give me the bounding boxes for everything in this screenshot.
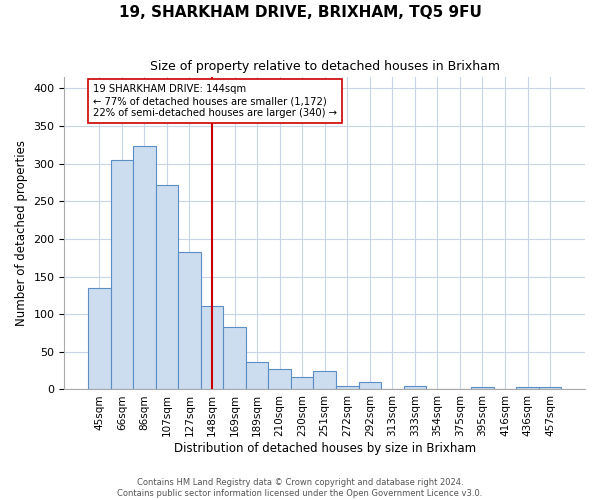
Bar [110,160,133,390]
Title: Size of property relative to detached houses in Brixham: Size of property relative to detached ho… [150,60,500,73]
Bar [539,387,562,390]
Bar [246,362,268,390]
Bar [359,382,381,390]
Text: 19, SHARKHAM DRIVE, BRIXHAM, TQ5 9FU: 19, SHARKHAM DRIVE, BRIXHAM, TQ5 9FU [119,5,481,20]
Bar [404,386,426,390]
Text: Contains HM Land Registry data © Crown copyright and database right 2024.
Contai: Contains HM Land Registry data © Crown c… [118,478,482,498]
Bar [313,370,336,390]
Bar [201,306,223,390]
Bar [178,252,201,390]
Bar [291,378,313,390]
Bar [471,387,494,390]
Bar [223,327,246,390]
Bar [88,288,110,390]
Bar [155,184,178,390]
Bar [268,369,291,390]
Bar [336,386,359,390]
Bar [426,388,449,390]
Bar [133,146,155,390]
Text: 19 SHARKHAM DRIVE: 144sqm
← 77% of detached houses are smaller (1,172)
22% of se: 19 SHARKHAM DRIVE: 144sqm ← 77% of detac… [92,84,337,117]
Bar [516,387,539,390]
X-axis label: Distribution of detached houses by size in Brixham: Distribution of detached houses by size … [173,442,476,455]
Y-axis label: Number of detached properties: Number of detached properties [15,140,28,326]
